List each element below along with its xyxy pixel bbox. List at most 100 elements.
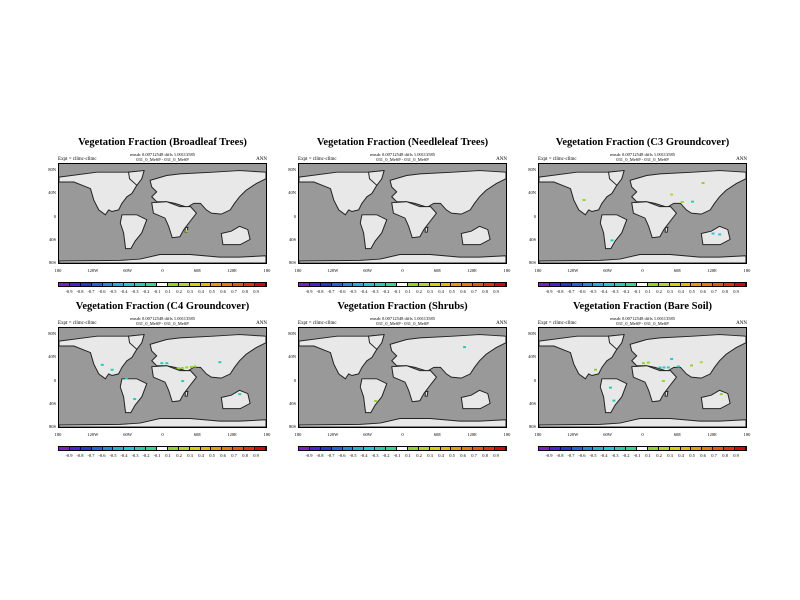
- colorbar-label: -0.6: [578, 289, 586, 294]
- lon-tick-label: 180: [743, 268, 751, 273]
- case-line: 031_0_MeSP - 031_0_MeSP: [136, 321, 189, 326]
- colorbar-box: [375, 447, 387, 450]
- colorbar-label: 0.6: [460, 289, 466, 294]
- colorbar-box: [189, 283, 201, 286]
- colorbar-label: 0.4: [198, 289, 204, 294]
- colorbar-box: [637, 283, 648, 286]
- colorbar: [298, 446, 507, 451]
- anomaly-cell: [699, 361, 703, 364]
- colorbar-label: -0.3: [371, 289, 379, 294]
- colorbar-label: -0.3: [611, 453, 619, 458]
- anomaly-cell: [666, 366, 670, 369]
- lon-tick-label: 60E: [673, 268, 681, 273]
- map-panel: Vegetation Fraction (Shrubs) rmsdc 0.0071…: [280, 299, 520, 459]
- land-eurasia: [629, 170, 746, 215]
- map-panel: Vegetation Fraction (Bare Soil) rmsdc 0.0…: [520, 299, 760, 459]
- colorbar-label: -0.7: [87, 289, 95, 294]
- anomaly-cell: [610, 239, 614, 242]
- colorbar-box: [462, 283, 474, 286]
- colorbar-label: 0.2: [656, 289, 662, 294]
- anomaly-cell: [718, 233, 722, 236]
- colorbar-label: -0.5: [589, 453, 597, 458]
- land-australia: [220, 225, 251, 246]
- colorbar-box: [353, 283, 365, 286]
- lat-tick-label: 40N: [48, 354, 56, 360]
- lat-tick-label: 40S: [48, 400, 56, 406]
- colorbar-label: -0.1: [633, 453, 641, 458]
- colorbar-label: 0.3: [427, 453, 433, 458]
- colorbar-box: [451, 447, 463, 450]
- anomaly-cell: [100, 363, 104, 366]
- colorbar-label: 0.2: [416, 289, 422, 294]
- colorbar-box: [735, 283, 746, 286]
- colorbar-box: [167, 447, 179, 450]
- colorbar-label: -0.3: [131, 289, 139, 294]
- lat-tick-label: 0: [293, 213, 296, 219]
- map-area: [538, 163, 747, 264]
- anomaly-cell: [701, 182, 705, 184]
- anomaly-cell: [711, 232, 715, 235]
- panel-title: Vegetation Fraction (Bare Soil): [572, 301, 713, 312]
- colorbar-box: [615, 283, 627, 286]
- lat-tick-label: 0: [293, 377, 296, 383]
- colorbar-box: [397, 447, 408, 450]
- land-australia: [700, 389, 731, 410]
- colorbar-label: -0.6: [578, 453, 586, 458]
- colorbar-label: 0.7: [471, 289, 477, 294]
- lon-tick-label: 0: [161, 268, 164, 273]
- colorbar-box: [473, 283, 485, 286]
- colorbar-label: 0.3: [667, 289, 673, 294]
- anomaly-cell: [185, 366, 189, 369]
- lat-tick-label: 0: [53, 213, 56, 219]
- colorbar-box: [299, 283, 310, 286]
- colorbar-label: -0.6: [338, 289, 346, 294]
- land-madagascar: [424, 390, 429, 397]
- colorbar-label: 0.5: [689, 289, 695, 294]
- colorbar-box: [418, 447, 430, 450]
- colorbar-box: [647, 447, 659, 450]
- colorbar-box: [309, 283, 321, 286]
- colorbar-label: 0.1: [405, 453, 411, 458]
- colorbar-label: -0.5: [109, 453, 117, 458]
- anomaly-cell: [463, 346, 467, 349]
- anomaly-cell: [658, 366, 662, 369]
- anomaly-cell: [670, 357, 674, 360]
- land-greenland: [367, 169, 385, 187]
- colorbar-label: -0.9: [305, 453, 313, 458]
- lon-tick-label: 60E: [193, 432, 201, 437]
- stats-line: rmsdc 0.00712548 diffs 1.00113585: [129, 152, 196, 157]
- colorbar-box: [102, 283, 114, 286]
- lon-tick-label: 120E: [467, 268, 477, 273]
- lat-tick-label: 80S: [528, 424, 536, 430]
- colorbar-label: 0.7: [231, 289, 237, 294]
- colorbar-box: [375, 283, 387, 286]
- lon-tick-label: 60E: [433, 432, 441, 437]
- lat-tick-label: 0: [53, 377, 56, 383]
- colorbar-box: [146, 447, 158, 450]
- colorbar-box: [222, 283, 234, 286]
- colorbar-box: [364, 447, 376, 450]
- lat-tick-label: 40S: [528, 236, 536, 242]
- colorbar-box: [549, 447, 561, 450]
- colorbar-box: [397, 283, 408, 286]
- colorbar-label: -0.4: [600, 453, 608, 458]
- anomaly-cell: [374, 399, 378, 402]
- colorbar-box: [669, 447, 681, 450]
- colorbar-box: [495, 447, 506, 450]
- land-eurasia: [389, 334, 506, 379]
- colorbar-box: [429, 283, 441, 286]
- colorbar-label: 0.3: [667, 453, 673, 458]
- colorbar-label: -0.9: [545, 453, 553, 458]
- lat-tick-label: 80N: [528, 330, 536, 336]
- lat-tick-label: 80S: [48, 260, 56, 266]
- anomaly-cell: [185, 230, 189, 233]
- colorbar-box: [418, 283, 430, 286]
- expt-label: Expt = cllmc-cllmc: [58, 157, 97, 162]
- anomaly-cell: [582, 199, 586, 202]
- lat-tick-label: 80S: [288, 260, 296, 266]
- lon-tick-label: 120W: [327, 268, 339, 273]
- colorbar-box: [80, 283, 92, 286]
- colorbar-label: 0.1: [645, 289, 651, 294]
- land-greenland: [607, 333, 625, 351]
- lon-tick-label: 120E: [227, 268, 237, 273]
